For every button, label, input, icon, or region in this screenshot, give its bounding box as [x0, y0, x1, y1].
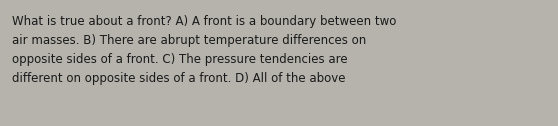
Text: What is true about a front? A) A front is a boundary between two
air masses. B) : What is true about a front? A) A front i…: [12, 15, 397, 85]
